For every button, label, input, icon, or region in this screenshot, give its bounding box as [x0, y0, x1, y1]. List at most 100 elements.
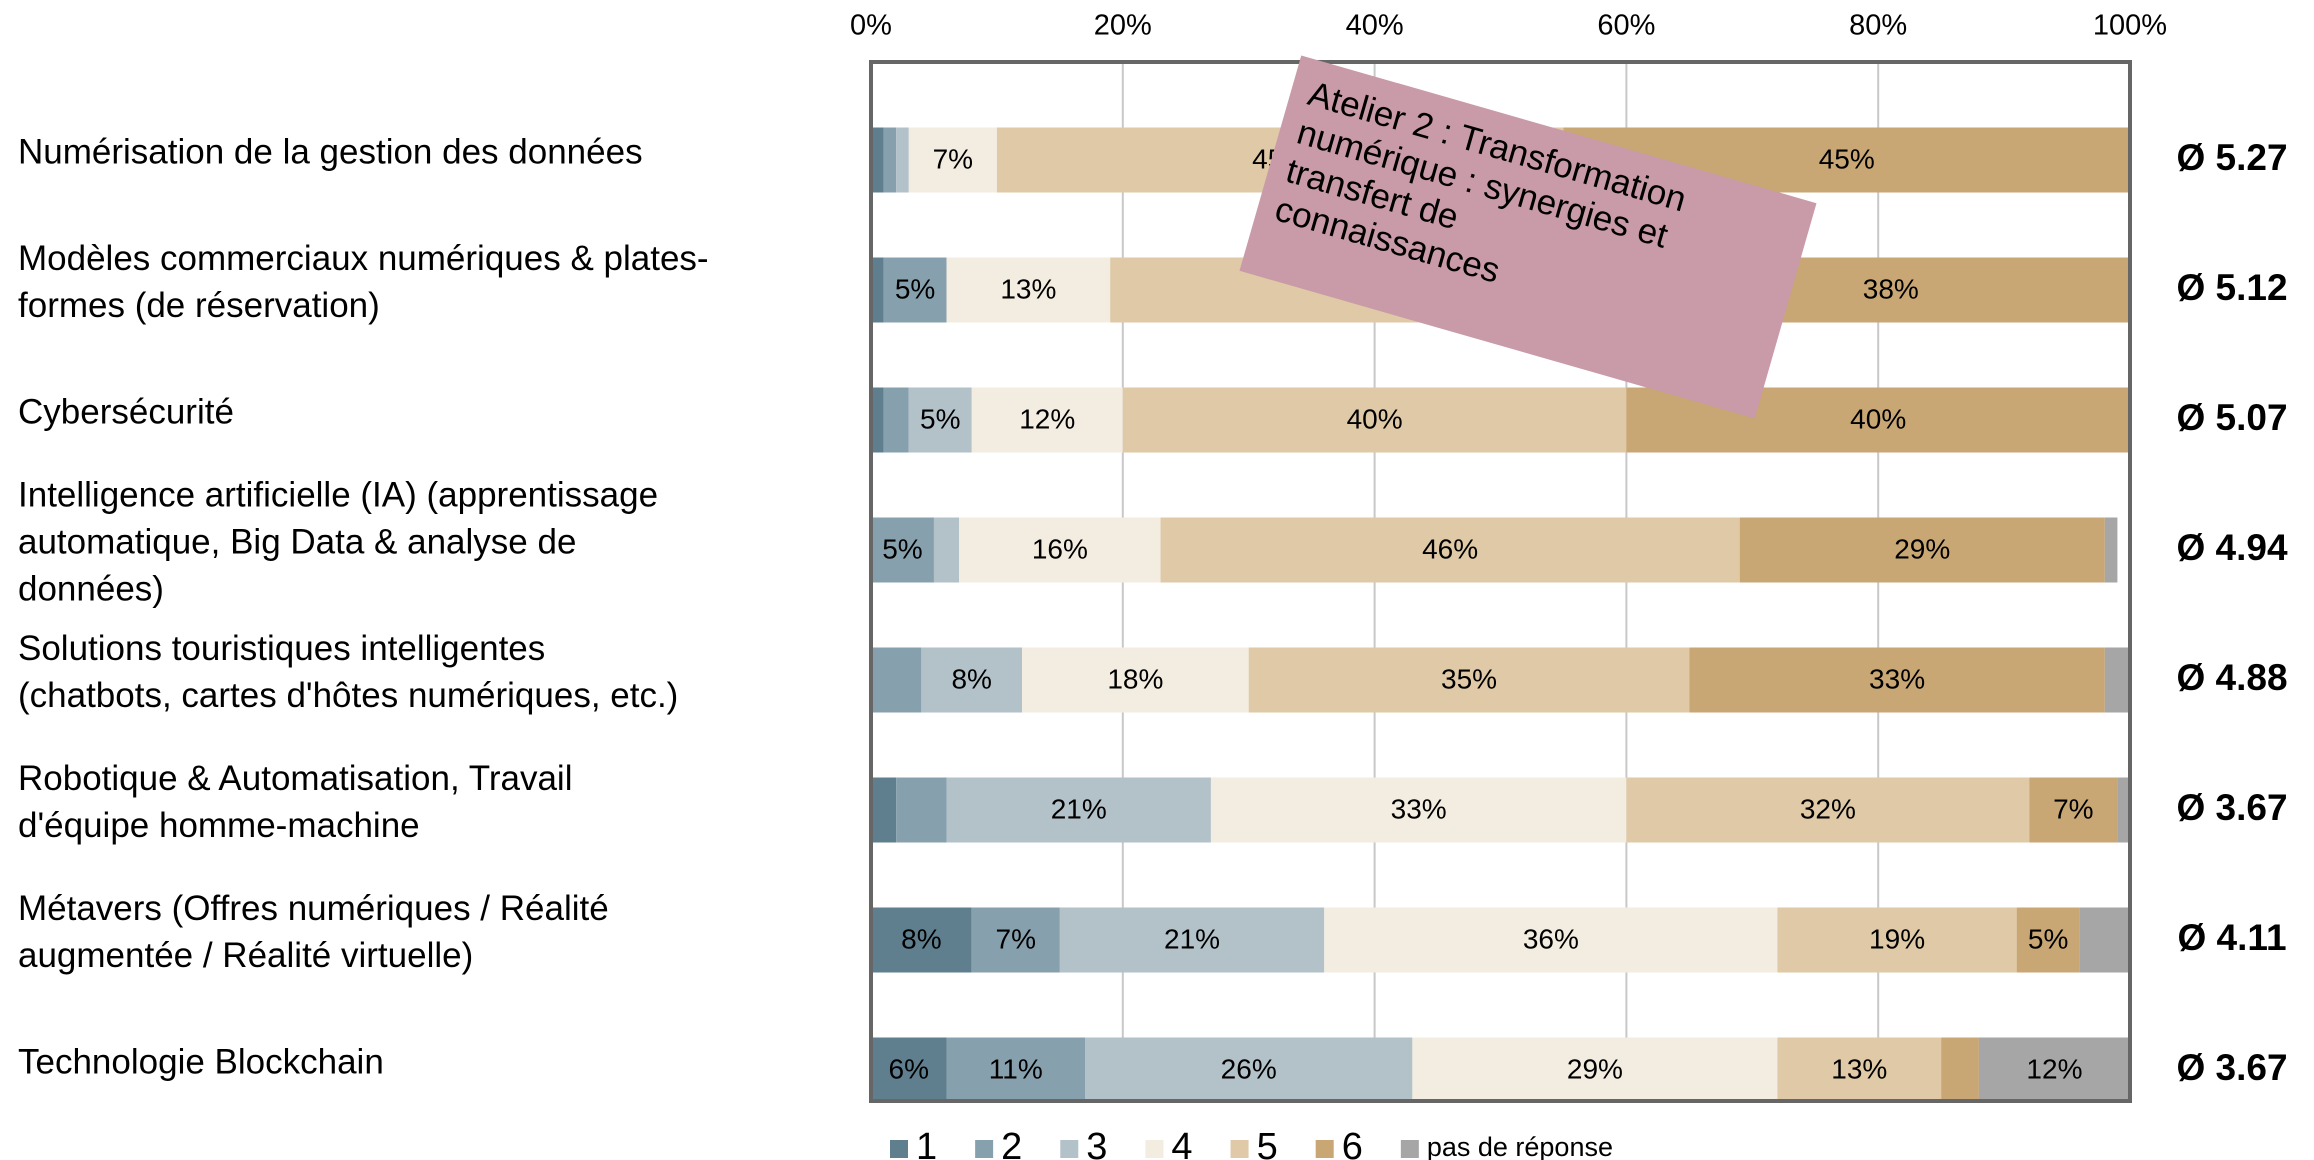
bar-segment: [2104, 517, 2118, 583]
data-label: 5%: [895, 273, 935, 304]
data-label: 6%: [889, 1053, 929, 1084]
average-label: Ø 5.27: [2176, 137, 2287, 178]
bar-segment: [1248, 647, 1690, 713]
data-label: 29%: [1567, 1053, 1623, 1084]
bar-segment: [1022, 647, 1249, 713]
category-label: Solutions touristiques intelligentes: [18, 629, 545, 668]
legend-label: 3: [1086, 1126, 1107, 1160]
x-tick-label: 0%: [850, 10, 892, 42]
data-label: 46%: [1422, 533, 1478, 564]
category-label: Modèles commerciaux numériques & plates-: [18, 239, 709, 278]
legend-swatch: [1400, 1140, 1419, 1158]
data-label: 40%: [1850, 403, 1906, 434]
average-label: Ø 4.88: [2176, 657, 2287, 698]
bar-segment: [871, 517, 934, 583]
x-tick-label: 80%: [1849, 10, 1907, 42]
legend-swatch: [1145, 1140, 1164, 1158]
category-label: Cybersécurité: [18, 392, 234, 431]
bar-segment: [883, 257, 947, 323]
bar-segment: [1626, 777, 2030, 843]
legend-label: 2: [1001, 1126, 1022, 1160]
bar-segment: [1324, 907, 1778, 973]
bar-segment: [2104, 647, 2130, 713]
category-label: Robotique & Automatisation, Travail: [18, 759, 572, 798]
bar-segment: [1160, 517, 1740, 583]
legend-label: 1: [916, 1126, 937, 1160]
data-label: 33%: [1391, 793, 1447, 824]
average-label: Ø 3.67: [2176, 1047, 2287, 1088]
legend-swatch: [1060, 1140, 1079, 1158]
bar-segment: [871, 647, 922, 713]
data-label: 45%: [1819, 143, 1875, 174]
data-label: 35%: [1441, 663, 1497, 694]
category-label: Métavers (Offres numériques / Réalité: [18, 889, 609, 928]
bar-segment: [871, 257, 884, 323]
data-label: 29%: [1894, 533, 1950, 564]
bar-segment: [871, 907, 972, 973]
category-label: Technologie Blockchain: [18, 1042, 384, 1081]
data-label: 19%: [1869, 923, 1925, 954]
category-label: formes (de réservation): [18, 286, 380, 325]
bar-segment: [921, 647, 1023, 713]
bar-segment: [896, 127, 909, 193]
data-label: 12%: [2026, 1053, 2082, 1084]
bar-segment: [871, 1037, 947, 1103]
data-label: 21%: [1051, 793, 1107, 824]
data-label: 7%: [996, 923, 1036, 954]
data-label: 40%: [1347, 403, 1403, 434]
data-label: 12%: [1019, 403, 1075, 434]
category-label: Numérisation de la gestion des données: [18, 132, 643, 171]
data-label: 33%: [1869, 663, 1925, 694]
bar-segment: [1210, 777, 1627, 843]
data-label: 5%: [920, 403, 960, 434]
bar-segment: [908, 127, 997, 193]
average-label: Ø 3.67: [2176, 787, 2287, 828]
legend-swatch: [1315, 1140, 1334, 1158]
bar-segment: [946, 1037, 1086, 1103]
x-tick-label: 60%: [1597, 10, 1655, 42]
bar-segment: [883, 127, 897, 193]
data-label: 32%: [1800, 793, 1856, 824]
bar-segment: [1739, 517, 2105, 583]
legend-label: 6: [1342, 1126, 1363, 1160]
x-tick-label: 20%: [1094, 10, 1152, 42]
category-label: Intelligence artificielle (IA) (apprenti…: [18, 475, 658, 514]
x-tick-label: 40%: [1346, 10, 1404, 42]
bar-segment: [946, 777, 1211, 843]
x-tick-label: 100%: [2093, 10, 2167, 42]
bar-segment: [959, 517, 1161, 583]
category-label: automatique, Big Data & analyse de: [18, 522, 576, 561]
bar-segment: [1412, 1037, 1778, 1103]
bar-segment: [1122, 387, 1627, 453]
data-label: 5%: [2028, 923, 2068, 954]
data-label: 13%: [1831, 1053, 1887, 1084]
data-label: 38%: [1863, 273, 1919, 304]
data-label: 16%: [1032, 533, 1088, 564]
average-label: Ø 5.07: [2176, 397, 2287, 438]
average-label: Ø 4.11: [2177, 917, 2286, 958]
bar-segment: [971, 387, 1123, 453]
bar-segment: [1777, 1037, 1942, 1103]
data-label: 8%: [951, 663, 991, 694]
bar-segment: [1777, 907, 2017, 973]
bar-segment: [908, 387, 972, 453]
plot-border: [869, 60, 2132, 1103]
average-label: Ø 5.12: [2176, 267, 2287, 308]
data-label: 13%: [1000, 273, 1056, 304]
bar-segment: [1978, 1037, 2130, 1103]
bar-segment: [871, 777, 897, 843]
legend-label: 4: [1171, 1126, 1192, 1160]
bar-segment: [1689, 647, 2105, 713]
data-label: 5%: [882, 533, 922, 564]
data-label: 8%: [901, 923, 941, 954]
data-label: 11%: [989, 1053, 1043, 1084]
bar-segment: [871, 387, 884, 453]
bar-segment: [871, 127, 884, 193]
bar-segment: [2016, 907, 2080, 973]
legend-label: 5: [1257, 1126, 1278, 1160]
legend-swatch: [1230, 1140, 1249, 1158]
average-label: Ø 4.94: [2176, 527, 2287, 568]
bar-segment: [1941, 1037, 1979, 1103]
